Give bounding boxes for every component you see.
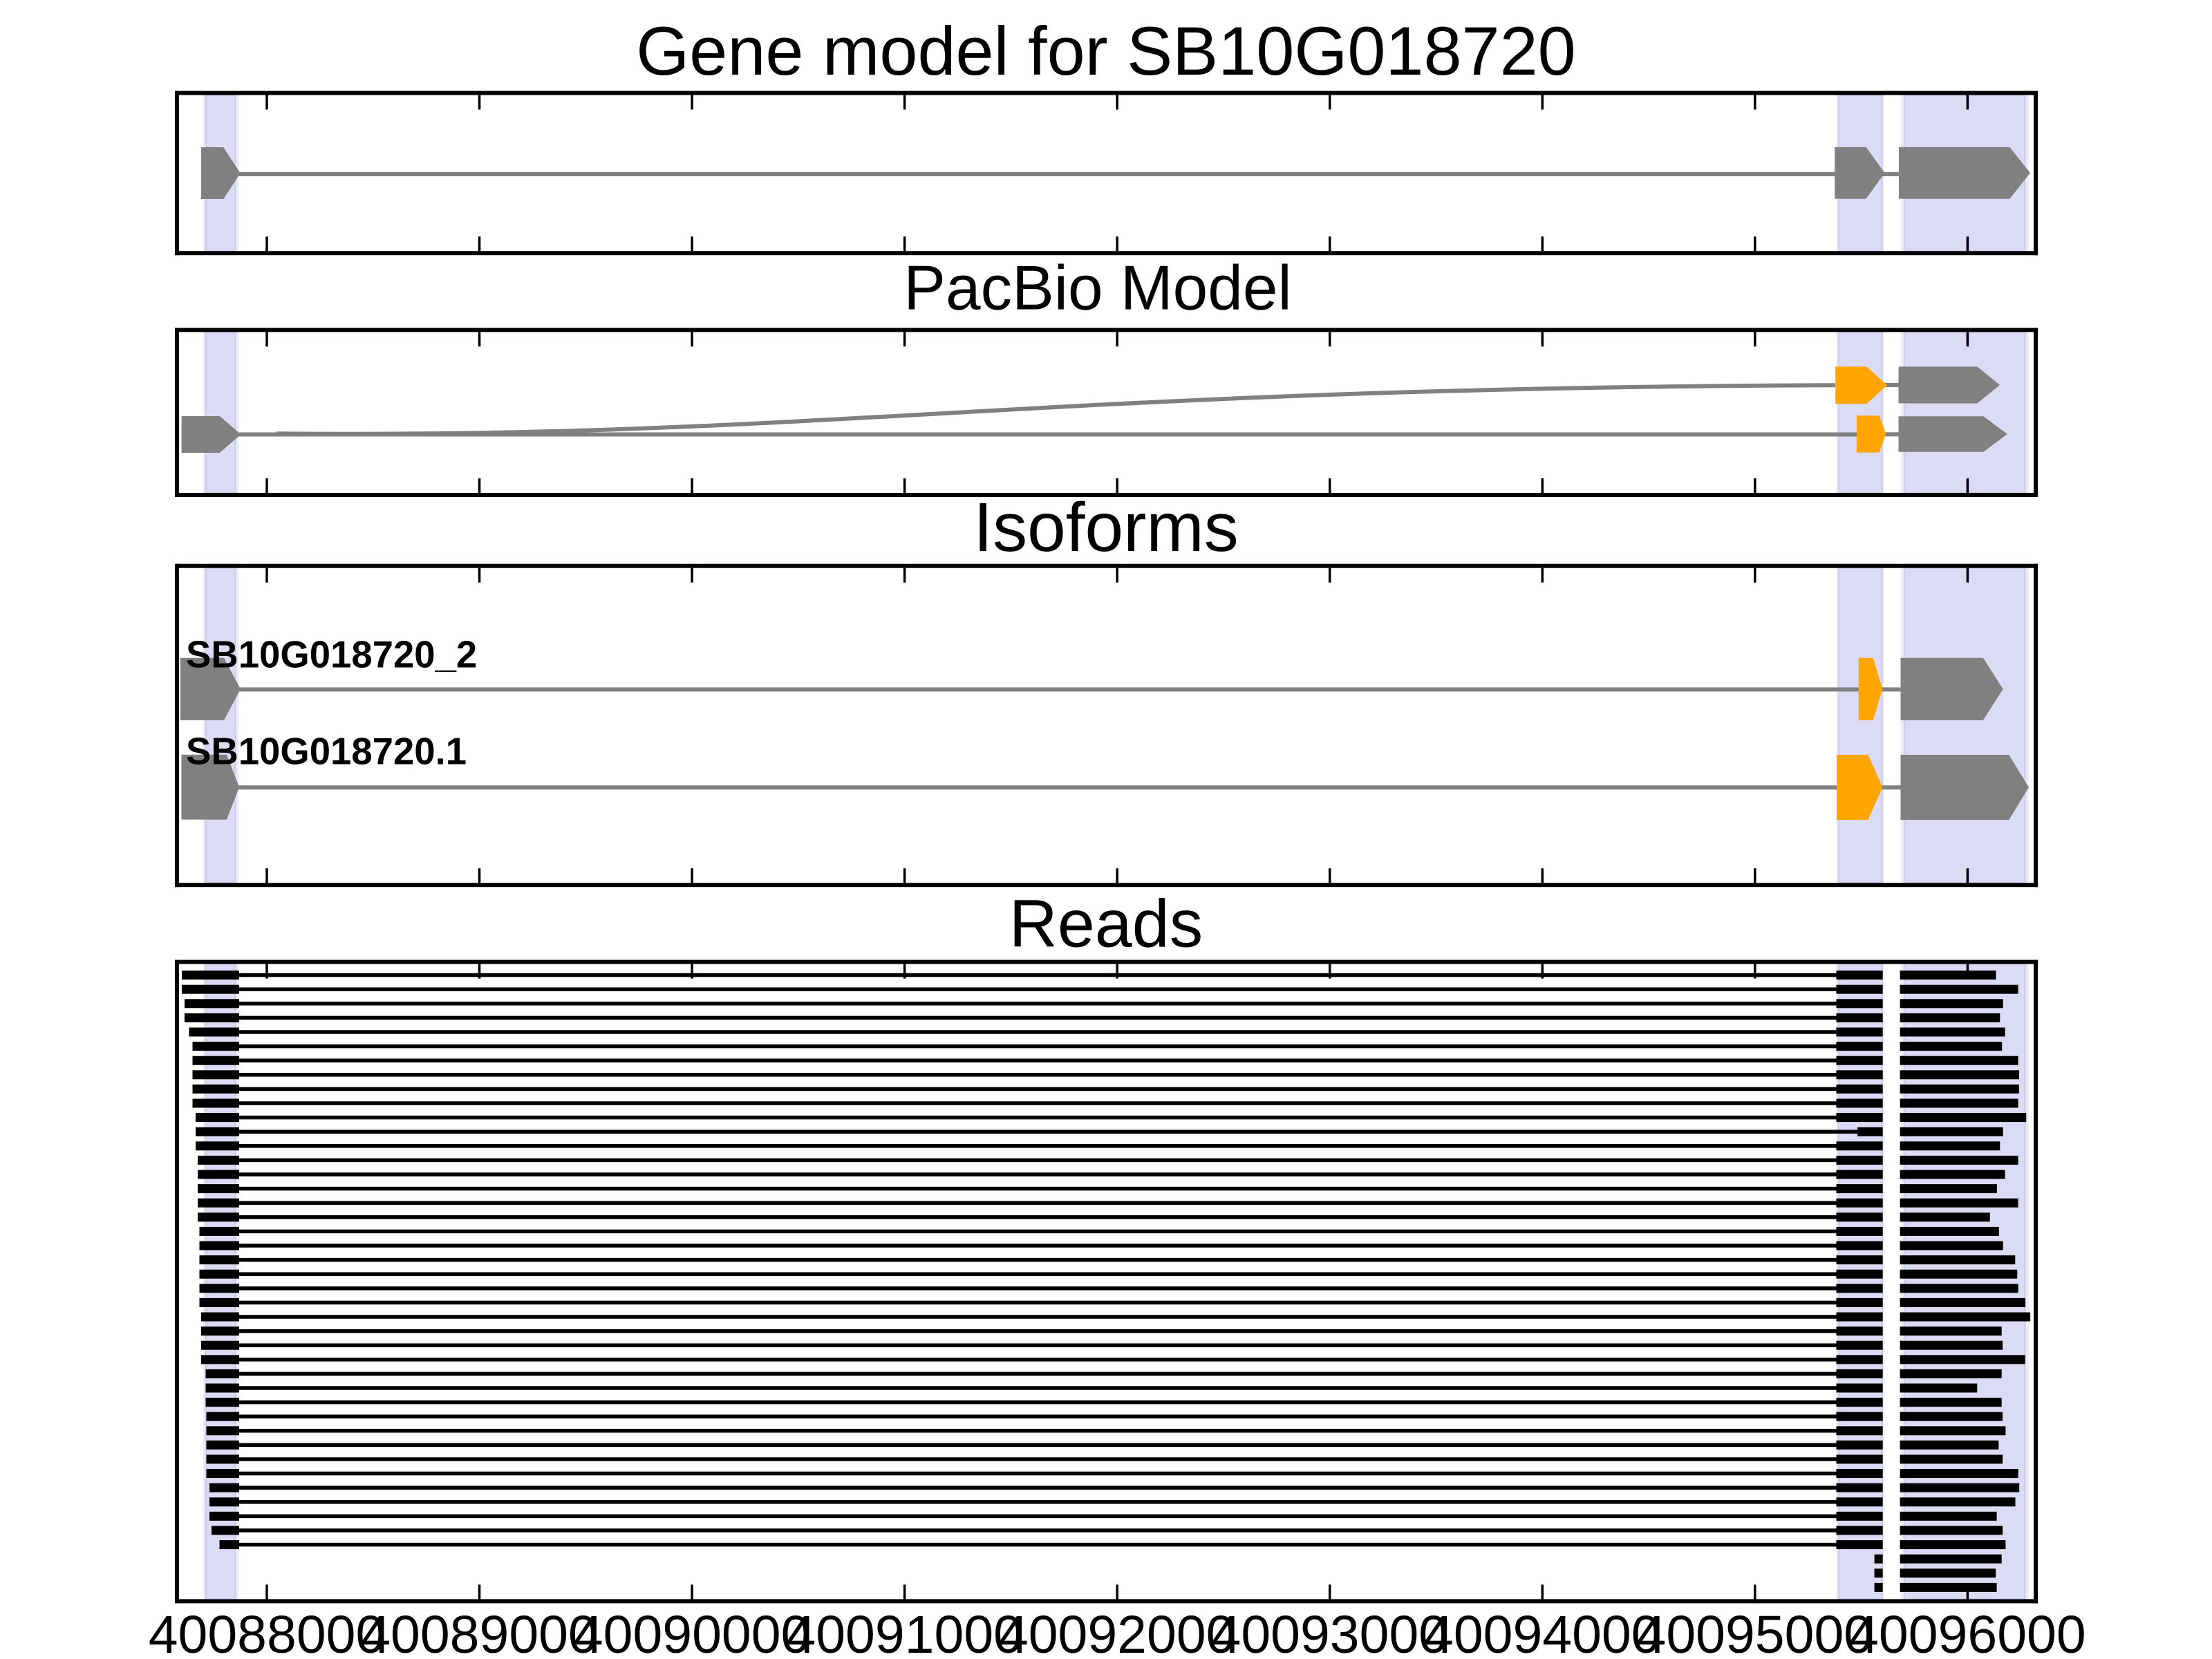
svg-text:40095000: 40095000 <box>1637 1605 1874 1659</box>
svg-text:PacBio Model: PacBio Model <box>903 254 1291 324</box>
svg-text:SB10G018720_2: SB10G018720_2 <box>186 633 477 675</box>
svg-text:Reads: Reads <box>1009 886 1203 962</box>
svg-text:40093000: 40093000 <box>1212 1605 1449 1659</box>
svg-text:SB10G018720.1: SB10G018720.1 <box>186 730 467 772</box>
svg-text:40092000: 40092000 <box>999 1605 1236 1659</box>
svg-text:40090000: 40090000 <box>574 1605 811 1659</box>
svg-text:40096000: 40096000 <box>1849 1605 2086 1659</box>
svg-text:40088000: 40088000 <box>149 1605 386 1659</box>
svg-text:40094000: 40094000 <box>1424 1605 1661 1659</box>
svg-text:40089000: 40089000 <box>361 1605 598 1659</box>
svg-text:40091000: 40091000 <box>786 1605 1023 1659</box>
svg-text:Gene model for SB10G018720: Gene model for SB10G018720 <box>636 12 1575 89</box>
svg-text:Isoforms: Isoforms <box>973 489 1238 566</box>
